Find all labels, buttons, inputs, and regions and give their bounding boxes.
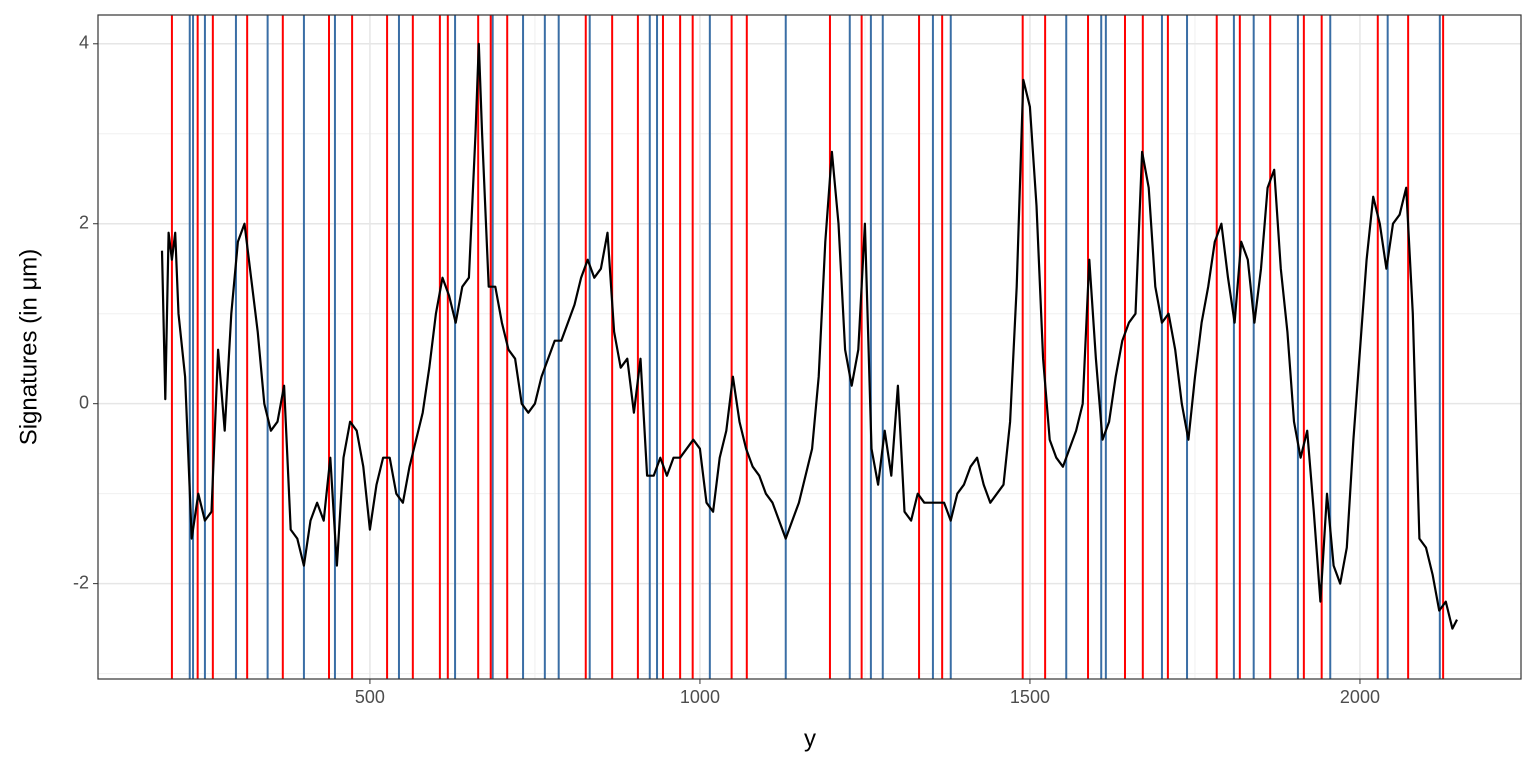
y-tick-label: 0 [79, 392, 89, 412]
y-axis-title: Signatures (in μm) [15, 249, 42, 446]
x-tick-label: 1000 [680, 687, 720, 707]
x-tick-label: 2000 [1340, 687, 1380, 707]
signature-line [160, 42, 1458, 630]
plot-background [98, 15, 1521, 679]
y-tick-label: 2 [79, 212, 89, 232]
plot-border [97, 14, 1522, 680]
y-tick-label: -2 [73, 572, 89, 592]
x-axis-title: y [804, 725, 816, 752]
y-tick-label: 4 [79, 33, 89, 53]
x-tick-label: 1500 [1010, 687, 1050, 707]
x-tick-label: 500 [355, 687, 385, 707]
